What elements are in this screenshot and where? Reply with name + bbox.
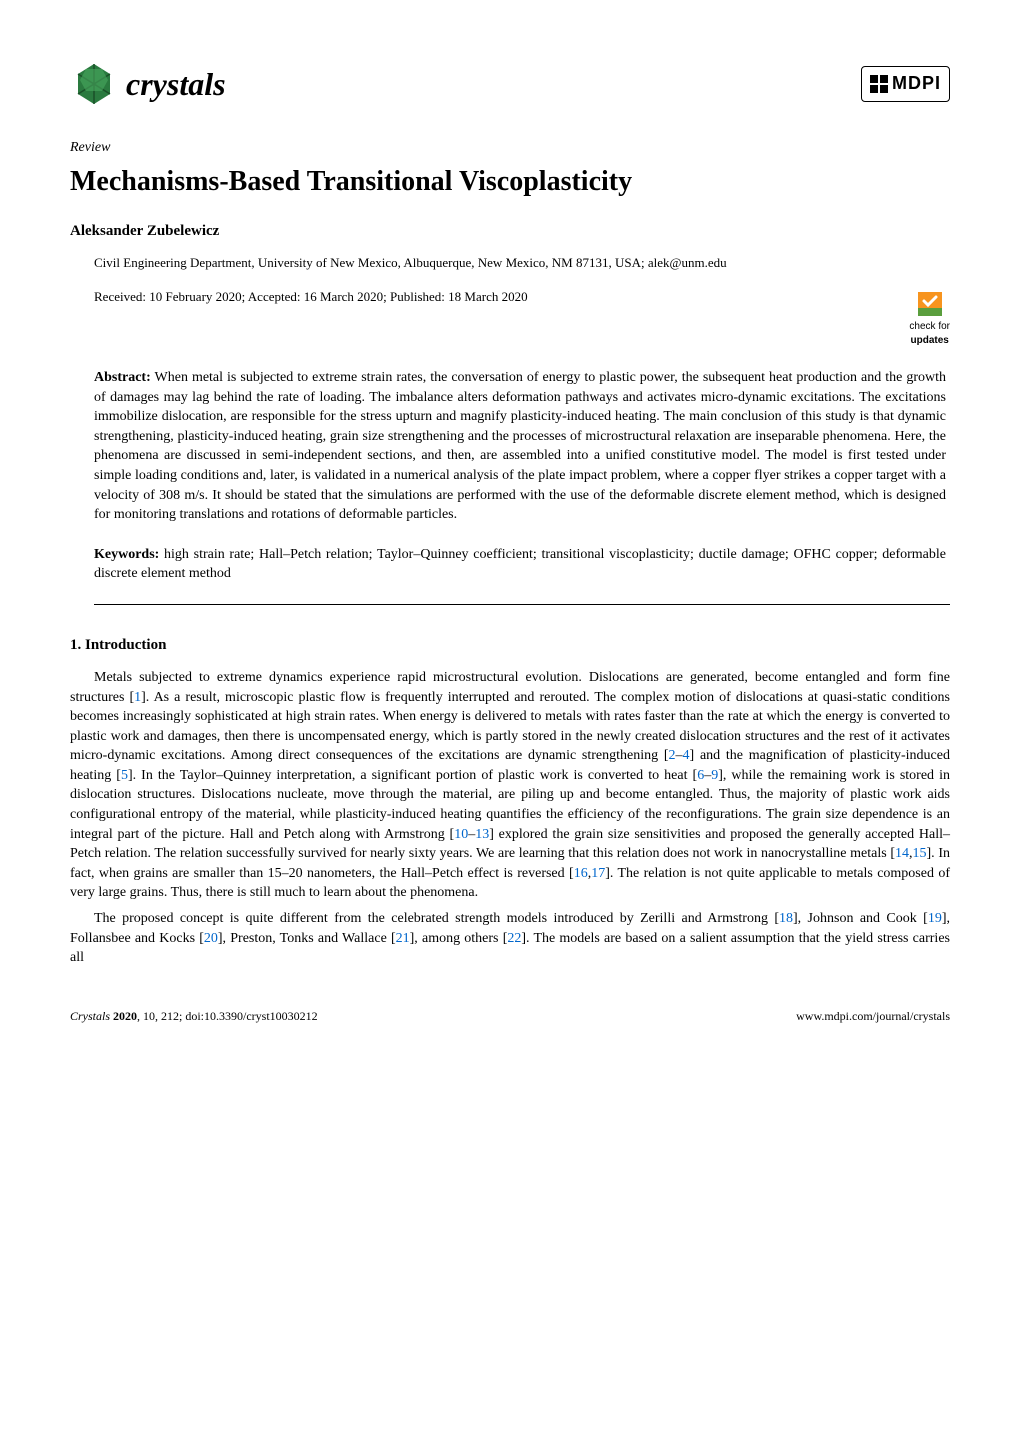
- check-updates-icon: [914, 288, 946, 320]
- abstract-text: When metal is subjected to extreme strai…: [94, 370, 946, 522]
- ref-link[interactable]: 20: [204, 931, 218, 946]
- ref-link[interactable]: 5: [121, 768, 128, 783]
- footer-right: www.mdpi.com/journal/crystals: [796, 1008, 950, 1025]
- check-updates-badge[interactable]: check for updates: [909, 288, 950, 348]
- dates-row: Received: 10 February 2020; Accepted: 16…: [70, 288, 950, 348]
- text: –: [676, 748, 683, 763]
- footer: Crystals 2020, 10, 212; doi:10.3390/crys…: [70, 1008, 950, 1025]
- footer-rest: , 10, 212; doi:10.3390/cryst10030212: [137, 1009, 318, 1023]
- journal-name: crystals: [126, 62, 226, 107]
- ref-link[interactable]: 15: [913, 846, 927, 861]
- section-heading: 1. Introduction: [70, 635, 950, 656]
- ref-link[interactable]: 19: [928, 911, 942, 926]
- footer-journal: Crystals: [70, 1009, 110, 1023]
- affiliation: Civil Engineering Department, University…: [70, 254, 950, 272]
- check-updates-label2: updates: [911, 334, 949, 348]
- text: ], among others [: [410, 931, 508, 946]
- check-updates-label1: check for: [909, 320, 950, 334]
- mdpi-icon: [870, 75, 888, 93]
- ref-link[interactable]: 4: [683, 748, 690, 763]
- keywords-text: high strain rate; Hall–Petch relation; T…: [94, 547, 946, 582]
- article-title: Mechanisms-Based Transitional Viscoplast…: [70, 162, 950, 201]
- author-name: Aleksander Zubelewicz: [70, 221, 950, 242]
- abstract-block: Abstract: When metal is subjected to ext…: [70, 368, 950, 525]
- ref-link[interactable]: 10: [454, 827, 468, 842]
- footer-link[interactable]: www.mdpi.com/journal/crystals: [796, 1009, 950, 1023]
- ref-link[interactable]: 18: [779, 911, 793, 926]
- article-type: Review: [70, 138, 950, 158]
- ref-link[interactable]: 21: [396, 931, 410, 946]
- ref-link[interactable]: 14: [895, 846, 909, 861]
- paragraph-2: The proposed concept is quite different …: [70, 909, 950, 968]
- mdpi-logo: MDPI: [861, 66, 950, 101]
- ref-link[interactable]: 17: [591, 866, 605, 881]
- footer-left: Crystals 2020, 10, 212; doi:10.3390/crys…: [70, 1008, 318, 1025]
- text: ]. In the Taylor–Quinney interpretation,…: [128, 768, 697, 783]
- ref-link[interactable]: 22: [507, 931, 521, 946]
- divider: [94, 604, 950, 605]
- paragraph-1: Metals subjected to extreme dynamics exp…: [70, 668, 950, 903]
- mdpi-text: MDPI: [892, 71, 941, 96]
- ref-link[interactable]: 16: [574, 866, 588, 881]
- keywords-block: Keywords: high strain rate; Hall–Petch r…: [70, 545, 950, 584]
- text: ], Johnson and Cook [: [793, 911, 928, 926]
- footer-year: 2020: [113, 1009, 137, 1023]
- keywords-label: Keywords:: [94, 547, 159, 562]
- ref-link[interactable]: 13: [475, 827, 489, 842]
- header-row: crystals MDPI: [70, 60, 950, 108]
- text: The proposed concept is quite different …: [94, 911, 779, 926]
- journal-logo: crystals: [70, 60, 226, 108]
- text: ], Preston, Tonks and Wallace [: [218, 931, 396, 946]
- publication-dates: Received: 10 February 2020; Accepted: 16…: [70, 288, 528, 306]
- abstract-label: Abstract:: [94, 370, 151, 385]
- ref-link[interactable]: 2: [669, 748, 676, 763]
- crystals-icon: [70, 60, 118, 108]
